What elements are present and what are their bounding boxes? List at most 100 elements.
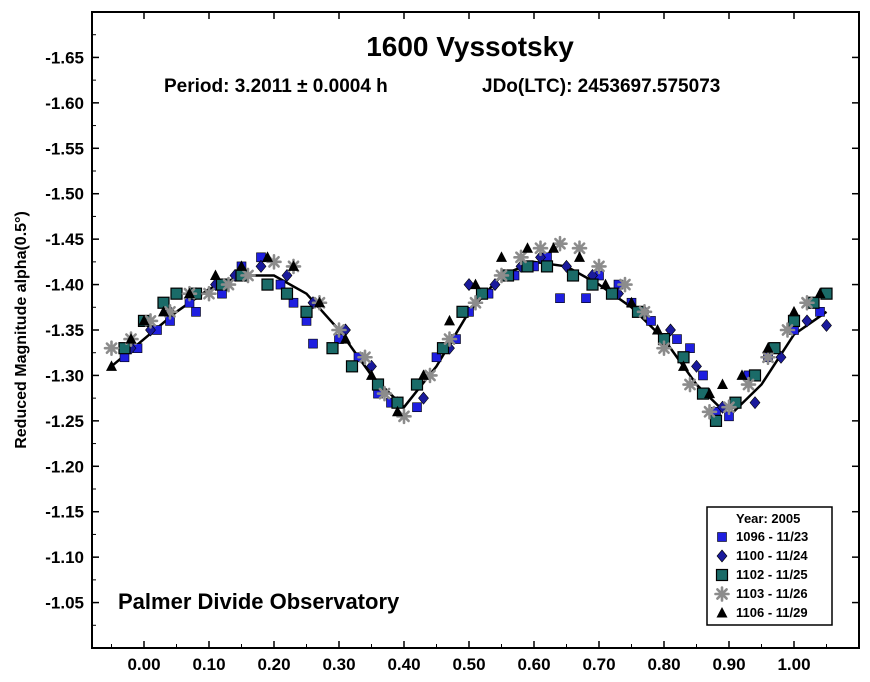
data-point (821, 318, 832, 332)
legend-marker-diamond (716, 549, 728, 563)
data-point (103, 340, 120, 356)
x-tick-label: 0.90 (712, 655, 745, 674)
x-tick-label: 0.60 (517, 655, 550, 674)
data-point (441, 331, 458, 347)
data-point (605, 287, 619, 300)
data-point (255, 259, 267, 273)
y-tick-label: -1.65 (45, 48, 84, 67)
data-point (158, 305, 169, 317)
y-axis: -1.65 -1.60 -1.55 -1.50 -1.45 -1.40 -1.35 -1.30… (45, 11, 859, 626)
y-tick-label: -1.50 (45, 185, 84, 204)
legend-box (706, 506, 833, 626)
x-tick-label: 1.00 (777, 655, 810, 674)
data-point (261, 278, 274, 291)
y-tick-label: -1.10 (45, 548, 84, 567)
x-tick-label: 0.00 (127, 655, 160, 674)
data-point (280, 287, 294, 300)
legend-title: Year: 2005 (736, 511, 800, 526)
data-point (489, 278, 501, 292)
data-point (396, 408, 412, 425)
data-point (410, 378, 424, 391)
data-point (240, 267, 256, 284)
data-point (422, 367, 438, 384)
data-point (493, 267, 510, 284)
data-point (262, 251, 273, 262)
data-point (762, 342, 774, 353)
data-point (571, 240, 588, 257)
data-point (275, 279, 286, 290)
data-point (617, 276, 633, 293)
y-tick-label: -1.30 (45, 366, 84, 385)
data-point (470, 278, 481, 290)
y-tick-label: -1.40 (45, 276, 84, 295)
data-point (106, 360, 117, 371)
data-point (740, 376, 757, 393)
data-point (266, 254, 282, 270)
data-point (418, 369, 429, 380)
x-tick-label: 0.40 (387, 655, 420, 674)
data-point (626, 296, 637, 308)
data-point (574, 251, 585, 262)
data-point (326, 342, 339, 355)
data-point (184, 287, 195, 299)
data-point (521, 260, 534, 273)
data-point (815, 307, 825, 317)
legend-entry-label: 1102 - 11/25 (736, 567, 808, 582)
data-point (801, 314, 813, 328)
data-point (288, 260, 299, 271)
y-tick-label: -1.35 (45, 321, 84, 340)
data-point (682, 376, 698, 393)
data-point (170, 287, 183, 300)
data-point (412, 402, 422, 413)
data-point (787, 314, 801, 328)
data-point (736, 369, 748, 380)
data-point (376, 385, 393, 402)
data-point (652, 324, 663, 335)
data-point (788, 305, 800, 317)
data-point (418, 391, 429, 405)
data-point (721, 399, 737, 416)
y-tick-label: -1.15 (45, 503, 84, 522)
data-point (760, 349, 776, 366)
data-point (308, 338, 318, 349)
data-point (314, 296, 325, 308)
data-point (701, 403, 718, 420)
data-point (475, 287, 489, 300)
data-point (704, 387, 715, 399)
series-5 (106, 242, 826, 417)
x-tick-label: 0.10 (192, 655, 225, 674)
data-point (366, 369, 377, 380)
data-point (555, 293, 565, 304)
legend-marker-asterisk (714, 586, 730, 602)
data-point (345, 360, 359, 373)
data-point (191, 307, 201, 317)
legend-entry-label: 1106 - 11/29 (736, 605, 808, 620)
data-point (646, 316, 656, 326)
data-point (340, 333, 351, 344)
y-tick-label: -1.20 (45, 457, 84, 476)
data-point (300, 305, 313, 318)
legend-entry-label: 1100 - 11/24 (736, 548, 808, 563)
data-point (799, 294, 815, 311)
y-tick-label: -1.55 (45, 139, 84, 158)
data-point (431, 352, 442, 363)
data-point (749, 396, 761, 410)
data-point (118, 342, 131, 355)
data-point (201, 285, 217, 302)
y-tick-label: -1.45 (45, 230, 84, 249)
data-point (162, 304, 178, 320)
data-point (513, 249, 529, 266)
data-point (467, 294, 484, 311)
data-point (210, 269, 221, 280)
data-point (656, 340, 672, 356)
data-point (281, 269, 293, 282)
data-point (548, 242, 559, 253)
x-tick-label: 0.70 (582, 655, 615, 674)
data-point (496, 251, 507, 262)
data-point (125, 333, 137, 344)
data-point (691, 359, 702, 373)
observatory-credit: Palmer Divide Observatory (118, 589, 400, 614)
data-point (552, 235, 568, 252)
data-point (522, 242, 533, 253)
